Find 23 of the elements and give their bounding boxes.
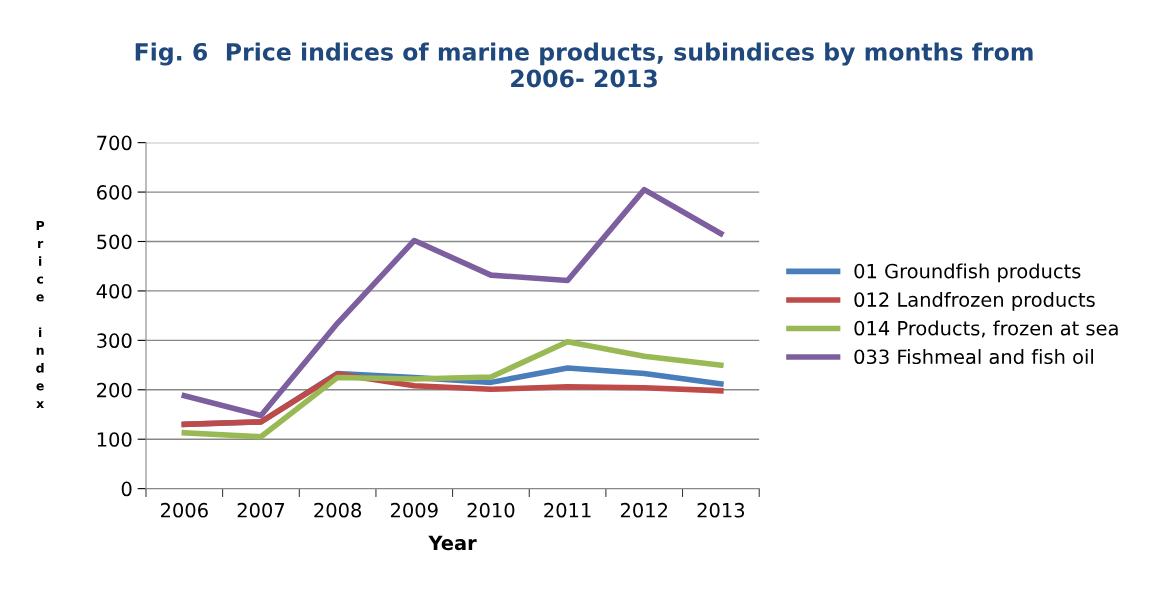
y-tick-label: 200 (97, 382, 132, 398)
y-tick-label: 400 (96, 283, 132, 299)
x-tick-label: 2013 (697, 502, 745, 518)
x-axis-title: Year (428, 535, 477, 551)
x-tick-label: 2009 (390, 502, 438, 518)
x-tick-label: 2012 (620, 502, 668, 518)
y-tick-label: 600 (97, 185, 132, 200)
x-tick-label: 2010 (467, 502, 515, 518)
y-tick-label: 700 (97, 135, 132, 151)
x-tick-label: 2008 (314, 502, 362, 518)
x-tick-label: 2007 (237, 502, 285, 518)
chart-title: Fig. 6 Price indices of marine products, subindices by months from 2006- 2013 (135, 42, 1033, 88)
y-tick-label: 100 (97, 432, 132, 447)
legend-label: 012 Landfrozen products (854, 291, 1095, 311)
legend-label: 014 Products, frozen at sea (854, 320, 1118, 338)
y-tick-label: 0 (121, 481, 132, 497)
y-tick-label: 500 (97, 234, 132, 250)
y-tick-label: 300 (97, 333, 132, 349)
legend-label: 01 Groundfish products (854, 263, 1081, 283)
x-tick-label: 2006 (161, 502, 208, 518)
text: Price index (36, 220, 45, 409)
legend-label: 033 Fishmeal and fish oil (854, 349, 1093, 365)
x-tick-label: 2011 (544, 502, 591, 518)
